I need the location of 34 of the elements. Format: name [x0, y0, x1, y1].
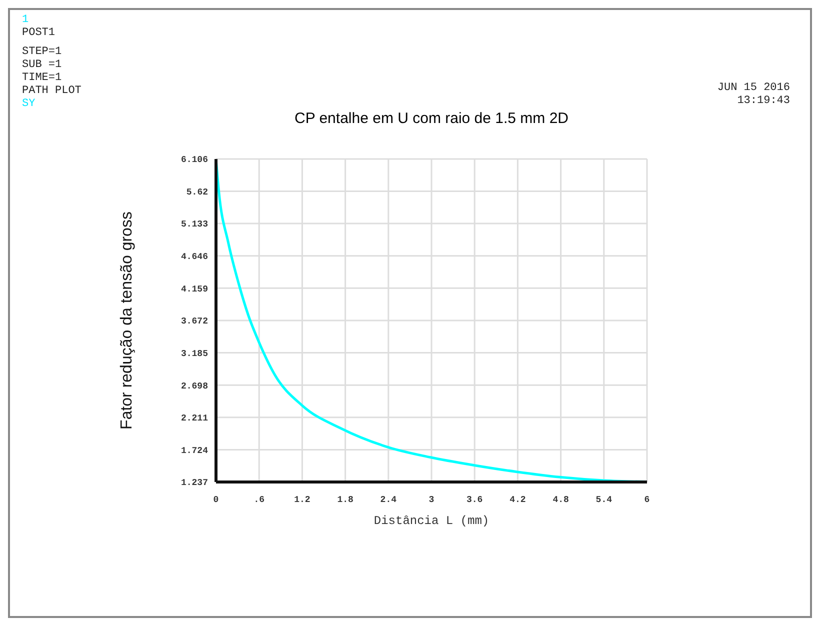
x-tick-label: 6	[644, 495, 650, 505]
x-tick-label: 4.8	[552, 495, 569, 505]
y-tick-label: 1.724	[180, 446, 209, 456]
y-tick-label: 5.133	[180, 220, 208, 230]
x-tick-label: 5.4	[596, 495, 613, 505]
x-tick-label: 1.2	[294, 495, 310, 505]
x-axis-title: Distância L (mm)	[374, 514, 490, 528]
y-tick-label: 6.106	[180, 155, 208, 166]
text: JUN 15 2016	[717, 82, 790, 95]
y-tick-label: 1.237	[180, 478, 208, 488]
y-axis-title: Fator redução da tensão gross	[118, 212, 136, 430]
y-tick-label: 5.62	[186, 187, 208, 198]
x-tick-label: .6	[254, 495, 265, 505]
text: SUB =1	[22, 59, 63, 72]
x-tick-label: 3	[428, 495, 434, 505]
y-tick-label: 4.159	[180, 284, 208, 294]
text: TIME=1	[22, 72, 63, 85]
chart-title: CP entalhe em U com raio de 1.5 mm 2D	[293, 110, 570, 127]
text: STEP=1	[22, 46, 63, 59]
text: 1	[22, 14, 30, 27]
text: PATH PLOT	[22, 85, 82, 98]
text: POST1	[22, 27, 56, 40]
x-tick-label: 0	[213, 495, 219, 505]
y-tick-label: 2.211	[180, 414, 209, 424]
x-tick-label: 2.4	[380, 495, 398, 505]
y-tick-label: 4.646	[180, 252, 208, 262]
text: 13:19:43	[736, 95, 790, 108]
y-tick-label: 2.698	[180, 381, 208, 392]
y-tick-label: 3.185	[180, 348, 208, 359]
y-tick-label: 3.672	[180, 316, 208, 327]
x-tick-label: 3.6	[466, 495, 483, 505]
x-tick-label: 4.2	[510, 495, 526, 505]
x-tick-label: 1.8	[337, 495, 354, 505]
text: SY	[22, 98, 36, 111]
